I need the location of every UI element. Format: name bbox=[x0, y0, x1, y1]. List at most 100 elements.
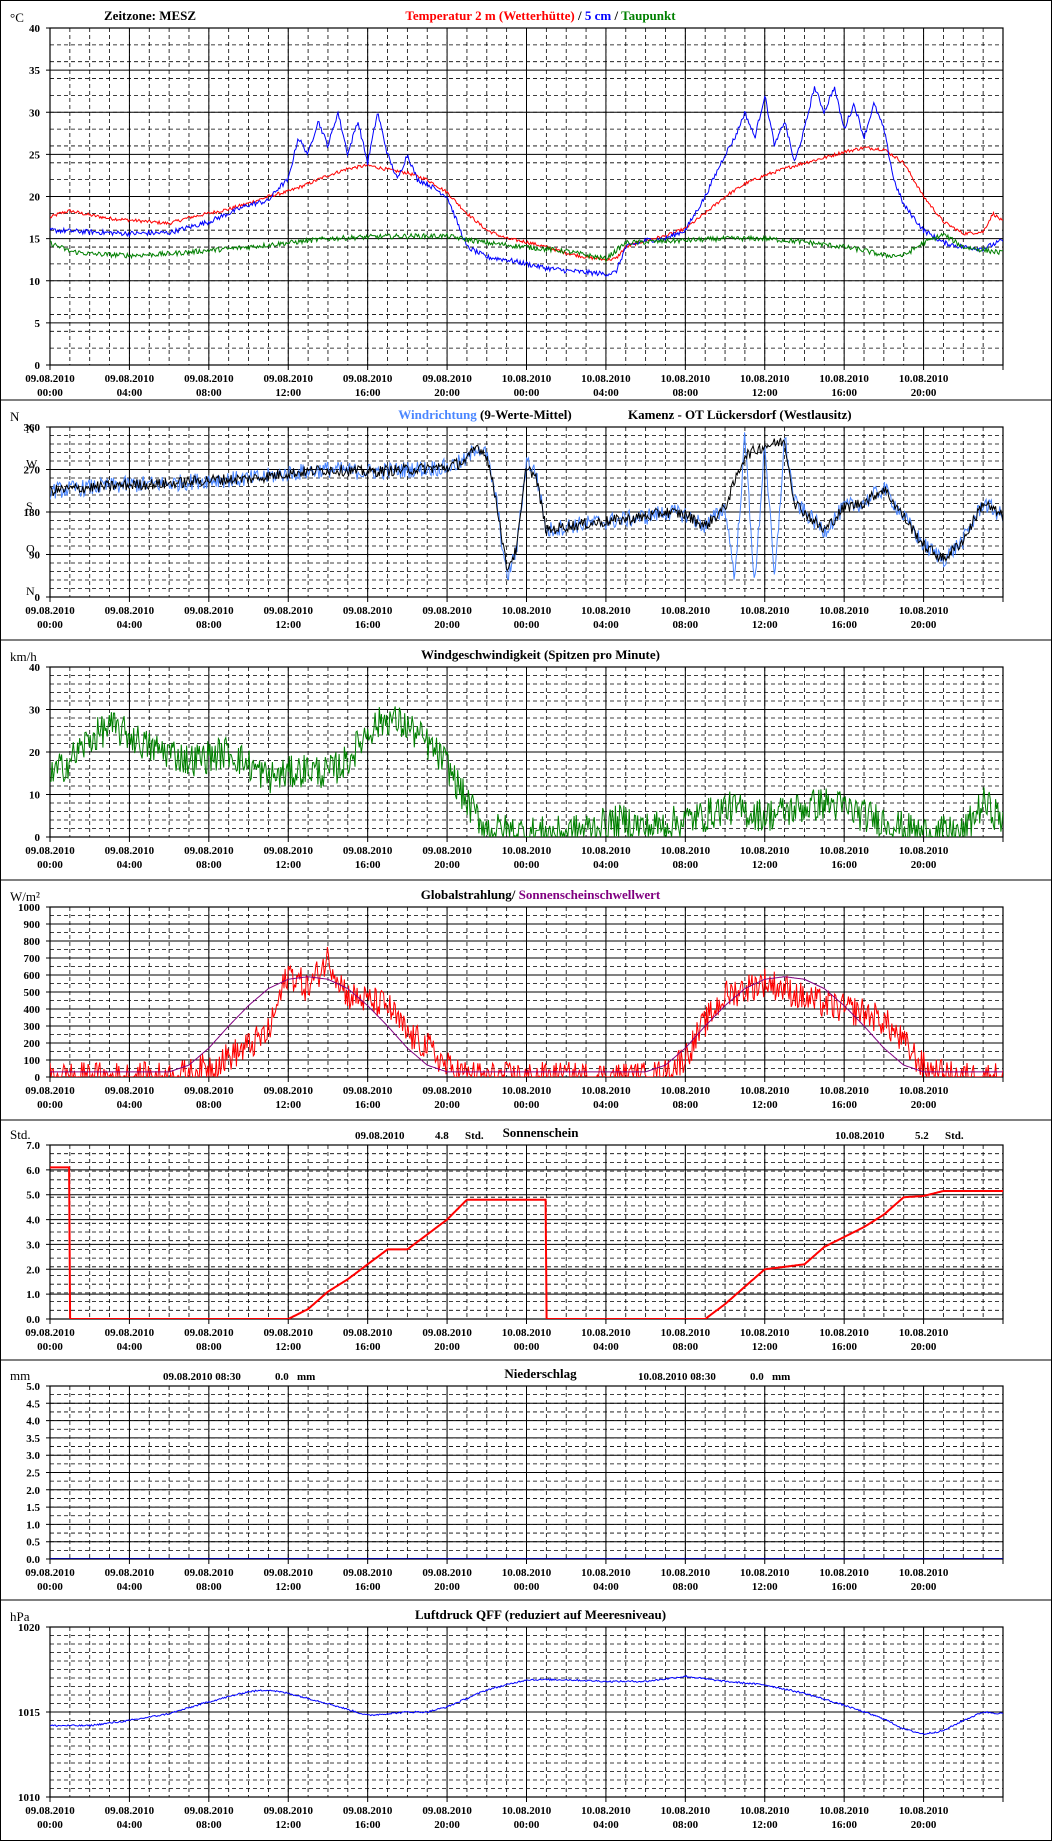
y-tick-label: 800 bbox=[24, 936, 41, 948]
y-tick-label: 40 bbox=[29, 23, 41, 35]
x-tick-label-time: 20:00 bbox=[911, 1581, 937, 1593]
x-tick-label-date: 10.08.2010 bbox=[581, 1085, 631, 1097]
x-tick-label-time: 20:00 bbox=[911, 859, 937, 871]
x-tick-label-date: 10.08.2010 bbox=[740, 1327, 790, 1339]
chart-title-part: Sonnenscheinschwellwert bbox=[519, 887, 661, 902]
chart-title: Windrichtung (9-Werte-Mittel) bbox=[398, 407, 571, 422]
x-tick-label-date: 09.08.2010 bbox=[343, 1567, 393, 1579]
y-tick-label: 4.5 bbox=[26, 1398, 40, 1410]
chart-title-part: Sonnenschein bbox=[503, 1125, 580, 1140]
x-tick-label-date: 10.08.2010 bbox=[661, 1567, 711, 1579]
daily-info-date: 09.08.2010 bbox=[355, 1130, 405, 1142]
x-tick-label-time: 12:00 bbox=[752, 1819, 778, 1831]
y-tick-label: 400 bbox=[24, 1004, 41, 1016]
x-tick-label-time: 12:00 bbox=[275, 1099, 301, 1111]
x-tick-label-time: 12:00 bbox=[275, 1581, 301, 1593]
y-axis-unit: W/m² bbox=[10, 889, 40, 904]
y-tick-label: 2.0 bbox=[26, 1485, 40, 1497]
x-tick-label-time: 12:00 bbox=[275, 1819, 301, 1831]
chart-title-part: / bbox=[611, 8, 621, 23]
x-tick-label-date: 10.08.2010 bbox=[502, 1567, 552, 1579]
y-tick-label: 7.0 bbox=[26, 1140, 40, 1152]
x-tick-label-date: 09.08.2010 bbox=[105, 1805, 155, 1817]
x-tick-label-date: 10.08.2010 bbox=[581, 1567, 631, 1579]
sunshine-chart: 0.01.02.03.04.05.06.07.0Std.09.08.201000… bbox=[10, 1125, 1004, 1353]
x-tick-label-date: 09.08.2010 bbox=[343, 1085, 393, 1097]
x-tick-label-time: 20:00 bbox=[911, 387, 937, 399]
y-tick-label: 500 bbox=[24, 987, 41, 999]
x-tick-label-time: 00:00 bbox=[514, 387, 540, 399]
x-tick-label-time: 16:00 bbox=[355, 859, 381, 871]
daily-info-unit: mm bbox=[772, 1371, 790, 1383]
x-tick-label-time: 08:00 bbox=[196, 1341, 222, 1353]
x-tick-label-time: 16:00 bbox=[831, 1581, 857, 1593]
x-tick-label-time: 04:00 bbox=[117, 619, 143, 631]
x-tick-label-time: 08:00 bbox=[672, 1099, 698, 1111]
daily-info-value: 5.2 bbox=[915, 1130, 929, 1142]
x-tick-label-date: 09.08.2010 bbox=[184, 1085, 234, 1097]
chart-title-part: / bbox=[575, 8, 585, 23]
x-tick-label-date: 09.08.2010 bbox=[343, 373, 393, 385]
x-tick-label-date: 10.08.2010 bbox=[740, 1567, 790, 1579]
x-tick-label-time: 08:00 bbox=[672, 619, 698, 631]
x-tick-label-time: 16:00 bbox=[355, 619, 381, 631]
x-tick-label-time: 08:00 bbox=[672, 859, 698, 871]
chart-title-part: Windgeschwindigkeit (Spitzen pro Minute) bbox=[421, 647, 660, 662]
y-tick-label: 10 bbox=[29, 790, 41, 802]
series-line bbox=[50, 946, 1003, 1077]
x-tick-label-time: 08:00 bbox=[672, 1581, 698, 1593]
x-tick-label-date: 09.08.2010 bbox=[25, 1327, 75, 1339]
x-tick-label-time: 16:00 bbox=[355, 1819, 381, 1831]
x-tick-label-date: 10.08.2010 bbox=[502, 845, 552, 857]
x-tick-label-time: 04:00 bbox=[593, 619, 619, 631]
y-tick-label: 5.0 bbox=[26, 1190, 40, 1202]
daily-info-value: 0.0 bbox=[275, 1371, 289, 1383]
x-tick-label-time: 08:00 bbox=[196, 859, 222, 871]
y-tick-label: 4.0 bbox=[26, 1215, 40, 1227]
y-tick-label: 15 bbox=[29, 234, 41, 246]
x-tick-label-date: 10.08.2010 bbox=[899, 845, 949, 857]
x-tick-label-date: 10.08.2010 bbox=[740, 845, 790, 857]
x-tick-label-time: 04:00 bbox=[593, 1341, 619, 1353]
compass-label: W bbox=[26, 457, 38, 471]
x-tick-label-time: 16:00 bbox=[355, 1581, 381, 1593]
y-axis-unit: hPa bbox=[10, 1609, 30, 1624]
y-tick-label: 180 bbox=[24, 507, 41, 519]
chart-title-part: Luftdruck QFF (reduziert auf Meeresnivea… bbox=[415, 1607, 666, 1622]
x-tick-label-date: 09.08.2010 bbox=[264, 1805, 314, 1817]
x-tick-label-date: 10.08.2010 bbox=[740, 605, 790, 617]
x-tick-label-date: 09.08.2010 bbox=[184, 845, 234, 857]
x-tick-label-time: 04:00 bbox=[593, 859, 619, 871]
x-tick-label-time: 16:00 bbox=[831, 619, 857, 631]
timezone-label: Zeitzone: MESZ bbox=[104, 8, 196, 23]
x-tick-label-date: 10.08.2010 bbox=[661, 1085, 711, 1097]
x-tick-label-date: 09.08.2010 bbox=[105, 605, 155, 617]
y-tick-label: 25 bbox=[29, 149, 41, 161]
y-tick-label: 200 bbox=[24, 1038, 41, 1050]
x-tick-label-date: 09.08.2010 bbox=[422, 1805, 472, 1817]
x-tick-label-date: 09.08.2010 bbox=[264, 1327, 314, 1339]
y-tick-label: 3.0 bbox=[26, 1239, 40, 1251]
y-tick-label: 270 bbox=[24, 465, 41, 477]
x-tick-label-date: 10.08.2010 bbox=[899, 605, 949, 617]
y-tick-label: 0 bbox=[35, 592, 41, 604]
x-tick-label-date: 09.08.2010 bbox=[422, 1327, 472, 1339]
x-tick-label-date: 10.08.2010 bbox=[581, 605, 631, 617]
x-tick-label-date: 10.08.2010 bbox=[740, 373, 790, 385]
x-tick-label-time: 16:00 bbox=[831, 859, 857, 871]
x-tick-label-date: 10.08.2010 bbox=[502, 373, 552, 385]
y-tick-label: 90 bbox=[29, 550, 41, 562]
y-tick-label: 30 bbox=[29, 107, 41, 119]
x-tick-label-time: 00:00 bbox=[37, 1099, 63, 1111]
x-tick-label-date: 09.08.2010 bbox=[25, 845, 75, 857]
x-tick-label-date: 10.08.2010 bbox=[740, 1805, 790, 1817]
y-tick-label: 5 bbox=[35, 318, 41, 330]
x-tick-label-time: 00:00 bbox=[514, 1581, 540, 1593]
series-line bbox=[50, 976, 1003, 1073]
chart-title: Luftdruck QFF (reduziert auf Meeresnivea… bbox=[415, 1607, 666, 1622]
x-tick-label-time: 12:00 bbox=[275, 387, 301, 399]
y-tick-label: 0.5 bbox=[26, 1537, 40, 1549]
daily-info-unit: Std. bbox=[465, 1130, 484, 1142]
